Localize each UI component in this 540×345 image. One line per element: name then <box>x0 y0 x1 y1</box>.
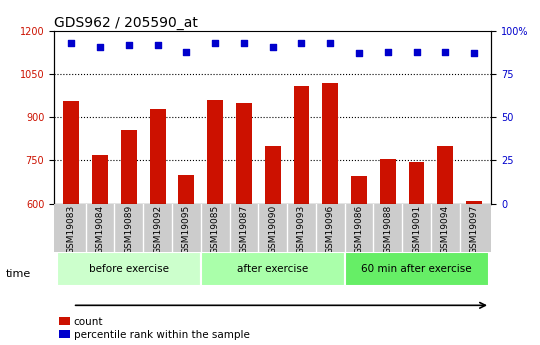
Point <box>96 44 104 49</box>
Bar <box>437 146 453 204</box>
Bar <box>63 101 79 204</box>
Bar <box>322 83 338 204</box>
Bar <box>150 109 165 204</box>
Text: GSM19095: GSM19095 <box>182 205 191 254</box>
Point <box>268 44 277 49</box>
Text: GSM19083: GSM19083 <box>67 205 76 254</box>
Text: GSM19086: GSM19086 <box>355 205 363 254</box>
Legend: count, percentile rank within the sample: count, percentile rank within the sample <box>59 317 249 340</box>
Point <box>355 51 363 56</box>
Point <box>240 40 248 46</box>
Bar <box>294 86 309 204</box>
Text: GSM19091: GSM19091 <box>412 205 421 254</box>
Text: GSM19092: GSM19092 <box>153 205 162 254</box>
Text: GSM19096: GSM19096 <box>326 205 335 254</box>
Text: GSM19088: GSM19088 <box>383 205 392 254</box>
Point <box>383 49 392 55</box>
Text: GSM19084: GSM19084 <box>96 205 105 254</box>
Text: GSM19087: GSM19087 <box>239 205 248 254</box>
Bar <box>207 100 223 204</box>
Text: GSM19085: GSM19085 <box>211 205 220 254</box>
Point <box>153 42 162 48</box>
Bar <box>92 155 108 204</box>
Text: GSM19093: GSM19093 <box>297 205 306 254</box>
Point <box>326 40 335 46</box>
Text: time: time <box>5 269 31 279</box>
Point <box>441 49 450 55</box>
Text: GSM19090: GSM19090 <box>268 205 277 254</box>
Text: GSM19097: GSM19097 <box>470 205 478 254</box>
Point <box>125 42 133 48</box>
Point <box>67 40 76 46</box>
Bar <box>57 252 201 286</box>
Bar <box>236 103 252 204</box>
Bar <box>409 162 424 204</box>
Bar <box>265 146 281 204</box>
Bar <box>121 130 137 204</box>
Point <box>182 49 191 55</box>
Point <box>297 40 306 46</box>
Point <box>211 40 219 46</box>
Bar <box>466 201 482 204</box>
Point <box>470 51 478 56</box>
Text: 60 min after exercise: 60 min after exercise <box>361 264 472 274</box>
Bar <box>380 159 396 204</box>
Point <box>412 49 421 55</box>
Text: GSM19089: GSM19089 <box>124 205 133 254</box>
Text: before exercise: before exercise <box>89 264 169 274</box>
Bar <box>351 176 367 204</box>
Bar <box>345 252 489 286</box>
Text: after exercise: after exercise <box>237 264 308 274</box>
Bar <box>178 175 194 204</box>
Text: GSM19094: GSM19094 <box>441 205 450 254</box>
Bar <box>201 252 345 286</box>
Text: GDS962 / 205590_at: GDS962 / 205590_at <box>54 16 198 30</box>
